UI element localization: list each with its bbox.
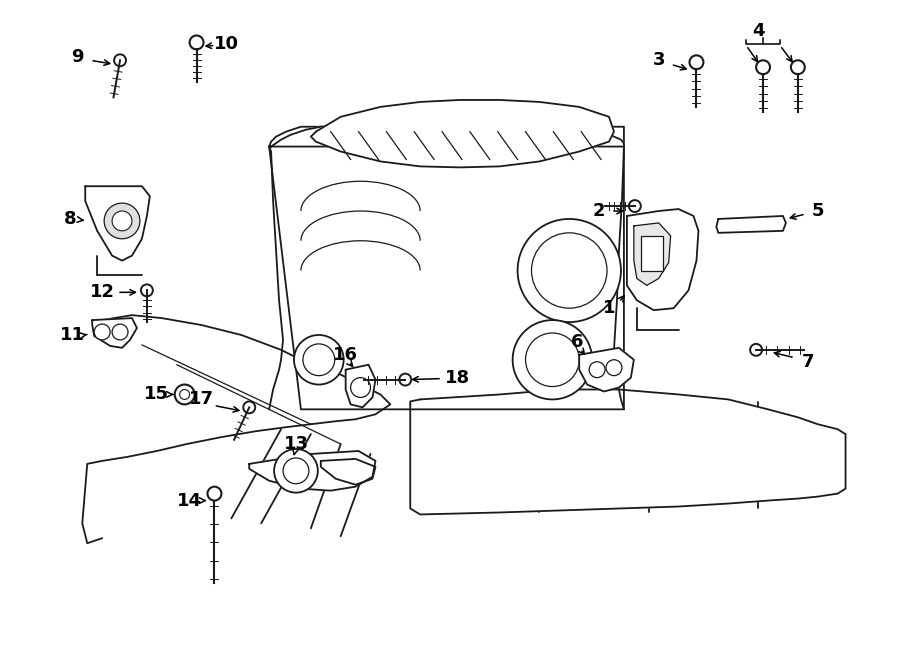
Text: 2: 2	[593, 202, 606, 220]
Polygon shape	[716, 216, 786, 233]
Circle shape	[274, 449, 318, 493]
Text: 5: 5	[812, 202, 824, 220]
Polygon shape	[269, 124, 624, 146]
Text: 12: 12	[90, 283, 114, 301]
Circle shape	[351, 377, 371, 397]
Circle shape	[791, 60, 805, 74]
Circle shape	[112, 324, 128, 340]
Text: 13: 13	[284, 435, 309, 453]
Text: 3: 3	[652, 51, 665, 70]
Circle shape	[175, 385, 194, 404]
Polygon shape	[310, 100, 614, 167]
Polygon shape	[410, 389, 845, 514]
Polygon shape	[346, 365, 375, 407]
Text: 16: 16	[333, 346, 358, 364]
Polygon shape	[580, 348, 634, 391]
Polygon shape	[92, 318, 137, 348]
Circle shape	[283, 458, 309, 484]
Circle shape	[532, 233, 607, 308]
Polygon shape	[249, 451, 375, 491]
Circle shape	[689, 56, 704, 70]
Text: 17: 17	[189, 391, 214, 408]
Circle shape	[190, 36, 203, 50]
Text: 18: 18	[446, 369, 471, 387]
Circle shape	[112, 211, 132, 231]
Circle shape	[750, 344, 762, 355]
Text: 4: 4	[752, 22, 764, 40]
Polygon shape	[86, 186, 150, 261]
Circle shape	[114, 54, 126, 66]
Circle shape	[513, 320, 592, 399]
Circle shape	[141, 285, 153, 297]
Polygon shape	[627, 209, 698, 310]
Circle shape	[294, 335, 344, 385]
Circle shape	[243, 401, 256, 413]
Bar	[641, 236, 662, 271]
Circle shape	[94, 324, 110, 340]
Circle shape	[590, 361, 605, 377]
Circle shape	[400, 373, 411, 385]
Circle shape	[526, 333, 580, 387]
Circle shape	[518, 219, 621, 322]
Circle shape	[756, 60, 770, 74]
Circle shape	[104, 203, 140, 239]
Text: 11: 11	[59, 326, 85, 344]
Polygon shape	[634, 223, 670, 285]
Text: 6: 6	[571, 333, 583, 351]
Circle shape	[606, 359, 622, 375]
Text: 7: 7	[802, 353, 814, 371]
Text: 14: 14	[177, 492, 202, 510]
Circle shape	[208, 487, 221, 500]
Circle shape	[303, 344, 335, 375]
Text: 1: 1	[603, 299, 616, 317]
Text: 15: 15	[144, 385, 169, 403]
Text: 8: 8	[64, 210, 76, 228]
Polygon shape	[269, 126, 624, 409]
Text: 10: 10	[214, 36, 238, 54]
Circle shape	[180, 389, 190, 399]
Text: 9: 9	[71, 48, 84, 66]
Polygon shape	[320, 459, 375, 485]
Circle shape	[629, 200, 641, 212]
